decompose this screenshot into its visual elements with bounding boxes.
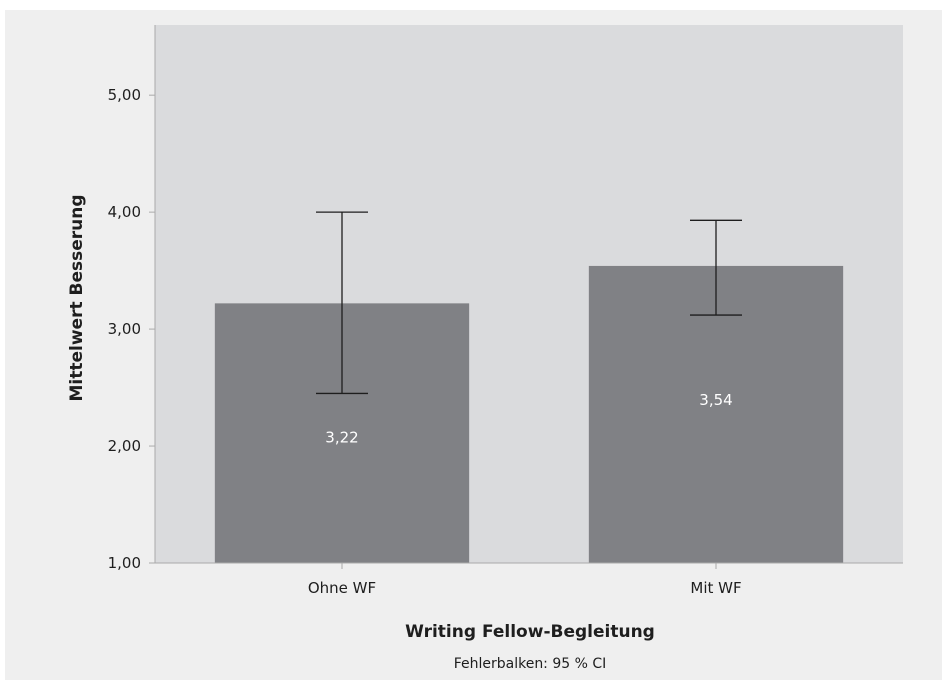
data-label: 3,54 <box>699 391 732 409</box>
x-tick-label: Mit WF <box>690 579 741 597</box>
y-tick-label: 4,00 <box>108 203 141 221</box>
y-tick-label: 5,00 <box>108 86 141 104</box>
y-tick-label: 3,00 <box>108 320 141 338</box>
axes-layer <box>154 25 903 564</box>
y-tick-label: 2,00 <box>108 437 141 455</box>
data-labels-layer: 3,22 3,54 <box>325 391 732 446</box>
y-axis-title: Mittelwert Besserung <box>67 194 87 401</box>
y-ticks-layer: 1,00 2,00 3,00 4,00 5,00 <box>108 86 155 572</box>
y-tick-label: 1,00 <box>108 554 141 572</box>
data-label: 3,22 <box>325 428 358 446</box>
x-axis-title: Writing Fellow-Begleitung <box>405 622 655 642</box>
error-bar-note: Fehlerbalken: 95 % CI <box>454 656 607 672</box>
error-bars-layer <box>316 211 742 395</box>
x-ticks-layer: Ohne WF Mit WF <box>308 563 742 597</box>
x-tick-label: Ohne WF <box>308 579 376 597</box>
